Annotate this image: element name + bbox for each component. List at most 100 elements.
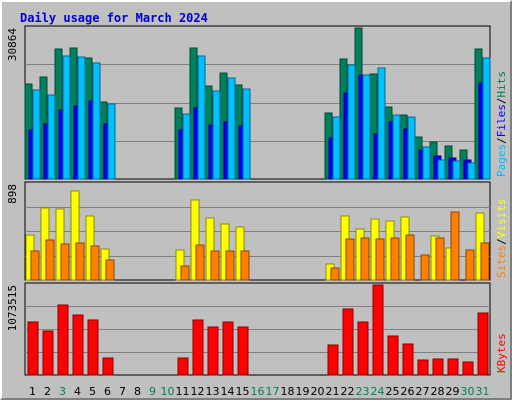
- bar-kbytes-day-1: [27, 321, 39, 376]
- legend-entry-sites: Sites: [495, 245, 508, 278]
- panel-pages-files-hits-legend: Pages/Files/Hits: [495, 71, 508, 177]
- legend-separator: /: [495, 98, 508, 105]
- bar-sites-day-28: [435, 237, 445, 281]
- bar-sites-day-2: [45, 239, 55, 281]
- bar-sites-day-29: [450, 211, 460, 281]
- bar-pages-day-27: [422, 146, 431, 180]
- x-tick-label-day-16: 16: [251, 385, 265, 398]
- x-tick-label-day-14: 14: [221, 385, 235, 398]
- bar-sites-day-30: [465, 249, 475, 281]
- x-tick-label-day-8: 8: [134, 385, 141, 398]
- bar-visits-day-13: [205, 217, 215, 281]
- bar-sites-day-1: [30, 250, 40, 281]
- bar-pages-day-4: [77, 56, 86, 180]
- bar-sites-day-22: [345, 238, 355, 281]
- panel-pages-files-hits-ymax-label: 30864: [6, 28, 19, 61]
- legend-entry-pages: Pages: [495, 144, 508, 177]
- bar-kbytes-day-3: [57, 304, 69, 376]
- x-tick-label-day-17: 17: [266, 385, 280, 398]
- x-tick-label-day-2: 2: [44, 385, 51, 398]
- bar-pages-day-5: [92, 62, 101, 180]
- bar-kbytes-day-12: [192, 319, 204, 376]
- x-tick-label-day-20: 20: [311, 385, 325, 398]
- bar-pages-day-24: [377, 67, 386, 180]
- panel-sites-visits-legend: Sites/Visits: [495, 199, 508, 279]
- bar-pages-day-26: [407, 116, 416, 180]
- x-tick-label-day-22: 22: [341, 385, 355, 398]
- bar-sites-day-15: [240, 250, 250, 281]
- bar-pages-day-28: [437, 159, 446, 180]
- bar-kbytes-day-28: [432, 358, 444, 376]
- bar-visits-day-11: [175, 249, 185, 281]
- x-tick-label-day-21: 21: [326, 385, 340, 398]
- bar-sites-day-31: [480, 242, 490, 281]
- bar-pages-day-3: [62, 55, 71, 180]
- bar-sites-day-4: [75, 242, 85, 281]
- bar-sites-day-14: [225, 250, 235, 281]
- bar-visits-day-4: [70, 190, 80, 281]
- bar-pages-day-23: [362, 74, 371, 180]
- bar-pages-day-29: [452, 160, 461, 180]
- bar-sites-day-12: [195, 244, 205, 281]
- bar-pages-day-6: [107, 103, 116, 180]
- bar-kbytes-day-5: [87, 319, 99, 376]
- bar-sites-day-13: [210, 250, 220, 281]
- x-tick-label-day-15: 15: [236, 385, 250, 398]
- legend-entry-hits: Hits: [495, 71, 508, 98]
- bar-kbytes-day-14: [222, 321, 234, 376]
- x-tick-label-day-5: 5: [89, 385, 96, 398]
- bar-kbytes-day-23: [357, 321, 369, 376]
- legend-entry-kbytes: KBytes: [495, 333, 508, 373]
- bar-kbytes-day-29: [447, 358, 459, 376]
- x-tick-label-day-28: 28: [431, 385, 445, 398]
- bar-kbytes-day-4: [72, 314, 84, 376]
- bar-sites-day-6: [105, 259, 115, 281]
- legend-entry-visits: Visits: [495, 199, 508, 239]
- x-tick-label-day-7: 7: [119, 385, 126, 398]
- legend-entry-files: Files: [495, 104, 508, 137]
- x-tick-label-day-6: 6: [104, 385, 111, 398]
- bar-pages-day-15: [242, 88, 251, 180]
- bar-kbytes-day-13: [207, 326, 219, 376]
- panel-sites-visits-ymax-label: 898: [6, 184, 19, 204]
- bar-pages-day-12: [197, 55, 206, 180]
- bar-kbytes-day-2: [42, 330, 54, 376]
- bar-sites-day-23: [360, 237, 370, 281]
- bar-kbytes-day-24: [372, 284, 384, 376]
- bar-pages-day-31: [482, 57, 491, 180]
- bar-kbytes-day-26: [402, 343, 414, 376]
- bar-kbytes-day-21: [327, 344, 339, 376]
- bar-kbytes-day-25: [387, 335, 399, 376]
- x-tick-label-day-13: 13: [206, 385, 220, 398]
- legend-separator: /: [495, 238, 508, 245]
- bar-pages-day-1: [32, 89, 41, 180]
- x-tick-label-day-12: 12: [191, 385, 205, 398]
- x-tick-label-day-27: 27: [416, 385, 430, 398]
- chart-title: Daily usage for March 2024: [20, 11, 208, 25]
- bar-pages-day-11: [182, 113, 191, 180]
- x-tick-label-day-10: 10: [161, 385, 175, 398]
- x-tick-label-day-11: 11: [176, 385, 190, 398]
- bar-kbytes-day-30: [462, 361, 474, 376]
- bar-visits-day-12: [190, 199, 200, 281]
- bar-sites-day-24: [375, 238, 385, 281]
- x-tick-label-day-3: 3: [59, 385, 66, 398]
- x-tick-label-day-18: 18: [281, 385, 295, 398]
- bar-sites-day-3: [60, 243, 70, 281]
- x-tick-label-day-24: 24: [371, 385, 385, 398]
- x-tick-label-day-26: 26: [401, 385, 415, 398]
- x-tick-label-day-31: 31: [476, 385, 490, 398]
- bar-sites-day-27: [420, 254, 430, 281]
- bar-pages-day-22: [347, 64, 356, 180]
- x-tick-label-day-30: 30: [461, 385, 475, 398]
- panel-kbytes-ymax-label: 1073515: [6, 285, 19, 331]
- bar-pages-day-2: [47, 94, 56, 180]
- x-tick-label-day-25: 25: [386, 385, 400, 398]
- x-tick-label-day-4: 4: [74, 385, 81, 398]
- x-tick-label-day-9: 9: [149, 385, 156, 398]
- bar-sites-day-21: [330, 267, 340, 281]
- bar-pages-day-21: [332, 116, 341, 180]
- bar-pages-day-14: [227, 77, 236, 180]
- bar-pages-day-25: [392, 114, 401, 180]
